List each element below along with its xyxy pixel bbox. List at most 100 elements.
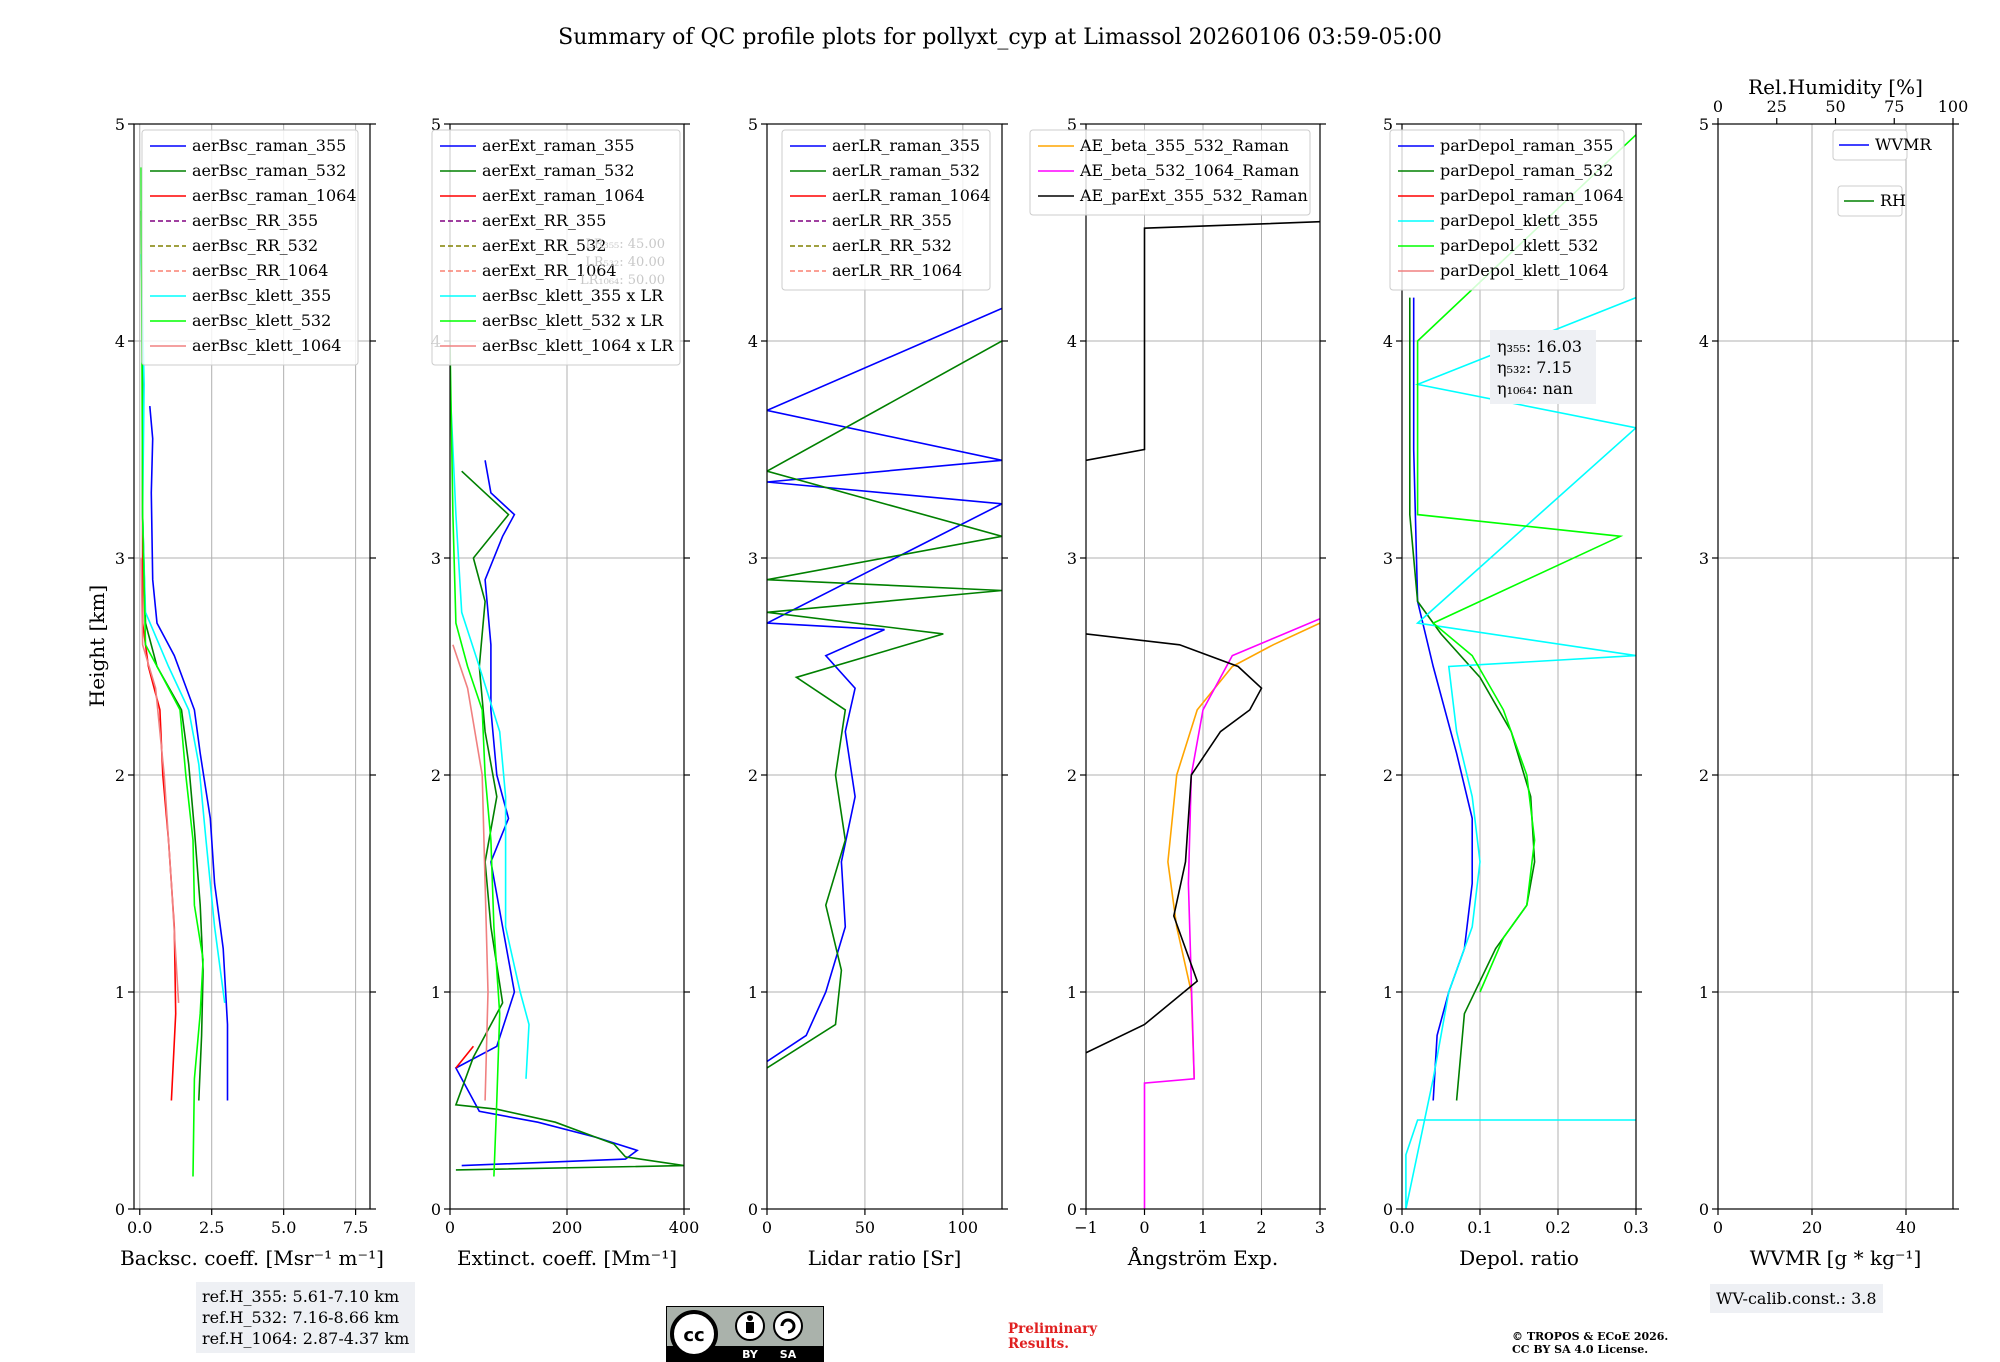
legend-label: parDepol_klett_355	[1440, 211, 1598, 230]
lr-legend-item: aerLR_RR_355	[790, 211, 952, 230]
ref-height-532: ref.H_532: 7.16-8.66 km	[202, 1308, 400, 1327]
bsc-series-aerBsc_klett_1064	[140, 557, 180, 1003]
cc-logo-icon	[670, 1310, 718, 1358]
bsc-xtick-label: 5.0	[271, 1218, 296, 1237]
lr-legend-item: aerLR_raman_1064	[790, 186, 990, 205]
lr-xtick-label: 100	[948, 1218, 979, 1237]
ext-legend-item: aerExt_RR_532	[440, 236, 606, 255]
lr-series-aerLR_raman_355	[767, 307, 1002, 1063]
bsc-series-aerBsc_klett_532	[140, 167, 204, 1177]
wv-ytick-label: 2	[1699, 766, 1709, 785]
ext-panel: 0200400012345Extinct. coeff. [Mm⁻¹]aerEx…	[431, 115, 699, 1270]
y-axis-label: Height [km]	[85, 585, 109, 707]
legend-label: aerBsc_RR_1064	[192, 261, 328, 280]
legend-label: aerExt_raman_1064	[482, 186, 645, 205]
lr-xlabel: Lidar ratio [Sr]	[808, 1246, 962, 1270]
wv-ytick-label: 3	[1699, 549, 1709, 568]
ae-ytick-label: 2	[1067, 766, 1077, 785]
eta-value-label: η₅₃₂: 7.15	[1497, 358, 1572, 377]
ae-xtick-label: 1	[1198, 1218, 1208, 1237]
ae-series-AE_beta_355_532_Raman	[1167, 622, 1320, 1079]
bsc-axes-frame	[133, 123, 371, 1210]
ae-xtick-label: 0	[1139, 1218, 1149, 1237]
ext-legend-item: aerExt_RR_1064	[440, 261, 617, 280]
depol-legend-item: parDepol_raman_1064	[1398, 186, 1624, 205]
legend-label: parDepol_raman_1064	[1440, 186, 1624, 205]
lr-legend-item: aerLR_RR_1064	[790, 261, 962, 280]
bsc-ytick-label: 2	[115, 766, 125, 785]
svg-text:cc: cc	[683, 1325, 704, 1346]
lr-legend-item: aerLR_raman_532	[790, 161, 980, 180]
legend-label: aerLR_raman_532	[832, 161, 980, 180]
legend-label: aerExt_RR_1064	[482, 261, 617, 280]
ae-ytick-label: 3	[1067, 549, 1077, 568]
ext-legend-item: aerBsc_klett_532 x LR	[440, 311, 664, 330]
bsc-series-aerBsc_raman_355	[149, 406, 229, 1101]
preliminary-line-2: Results.	[1008, 1336, 1069, 1352]
ae-ytick-label: 1	[1067, 983, 1077, 1002]
legend-label: aerBsc_raman_532	[192, 161, 346, 180]
bsc-legend-item: aerBsc_raman_532	[150, 161, 346, 180]
depol-series-parDepol_raman_532	[1409, 297, 1536, 1101]
ae-legend-item: AE_beta_532_1064_Raman	[1038, 161, 1299, 180]
lr-series-group	[767, 307, 1002, 1069]
depol-series-group	[1405, 134, 1636, 1209]
lr-panel: 0 50 100 0 1 2 3 4 5 Lidar ratio [Sr] aerLR_raman_…	[748, 115, 1008, 1270]
sa-share-icon	[773, 1311, 803, 1341]
depol-ytick-label: 5	[1383, 115, 1393, 134]
depol-xlabel: Depol. ratio	[1459, 1246, 1579, 1270]
wv-xtick-label: 20	[1802, 1218, 1822, 1237]
bsc-legend-item: aerBsc_RR_1064	[150, 261, 328, 280]
depol-ytick-label: 1	[1383, 983, 1393, 1002]
lr-series-aerLR_raman_532	[767, 340, 1002, 1069]
bsc-xlabel: Backsc. coeff. [Msr⁻¹ m⁻¹]	[120, 1246, 384, 1270]
rh-top-tick-label: 50	[1825, 97, 1845, 116]
ae-ytick-label: 5	[1067, 115, 1077, 134]
depol-series-parDepol_klett_532	[1416, 134, 1636, 993]
ext-legend-item: aerBsc_klett_355 x LR	[440, 286, 664, 305]
copyright-line-1: © TROPOS & ECoE 2026.	[1512, 1330, 1669, 1343]
depol-legend-item: parDepol_klett_355	[1398, 211, 1598, 230]
depol-axes-frame	[1401, 123, 1637, 1210]
legend-label: AE_beta_355_532_Raman	[1079, 136, 1289, 155]
copyright-line-2: CC BY SA 4.0 License.	[1512, 1343, 1649, 1356]
eta-value-label: η₁₀₆₄: nan	[1497, 379, 1573, 398]
ext-series-group	[450, 340, 684, 1177]
ext-legend-frame	[431, 129, 681, 366]
ext-xtick-label: 0	[445, 1218, 455, 1237]
ext-legend-item: aerExt_raman_532	[440, 161, 635, 180]
legend-label: aerExt_raman_532	[482, 161, 635, 180]
ae-series-group	[1086, 220, 1320, 1209]
depol-ytick-label: 3	[1383, 549, 1393, 568]
ext-legend: aerExt_raman_355 aerExt_raman_532 aerExt_r…	[431, 129, 681, 366]
lr-value-label: LR₅₃₂: 40.00	[585, 255, 665, 270]
ext-ytick-label: 1	[431, 983, 441, 1002]
ref-height-355: ref.H_355: 5.61-7.10 km	[202, 1287, 400, 1306]
bsc-ytick-label: 3	[115, 549, 125, 568]
lr-ytick-label: 1	[748, 983, 758, 1002]
eta-box: η₃₅₅: 16.03 η₅₃₂: 7.15 η₁₀₆₄: nan	[1490, 330, 1596, 404]
bsc-xtick-label: 7.5	[343, 1218, 368, 1237]
preliminary-line-1: Preliminary	[1008, 1321, 1098, 1337]
depol-xtick-label: 0.0	[1389, 1218, 1414, 1237]
legend-label: aerBsc_klett_355 x LR	[482, 286, 664, 305]
depol-ytick-label: 4	[1383, 332, 1393, 351]
bsc-ytick-label: 5	[115, 115, 125, 134]
depol-xtick-label: 0.1	[1467, 1218, 1492, 1237]
ext-series-aerExt_raman_355	[454, 460, 639, 1167]
lr-xtick-label: 0	[762, 1218, 772, 1237]
ref-height-box: ref.H_355: 5.61-7.10 km ref.H_532: 7.16-…	[196, 1282, 416, 1353]
lr-legend-item: aerLR_RR_532	[790, 236, 952, 255]
ae-series-AE_parExt_355_532_Raman	[1086, 633, 1263, 1054]
ext-ytick-label: 0	[431, 1200, 441, 1219]
legend-wvmr: WVMR	[1832, 129, 1932, 161]
svg-text:SA: SA	[780, 1348, 797, 1361]
lr-axes-frame	[766, 123, 1003, 1210]
ae-legend-frame	[1029, 129, 1311, 216]
wv-ytick-label: 0	[1699, 1200, 1709, 1219]
legend-label: aerBsc_klett_532 x LR	[482, 311, 664, 330]
legend-label: aerLR_RR_355	[832, 211, 952, 230]
legend-label: WVMR	[1875, 135, 1932, 154]
